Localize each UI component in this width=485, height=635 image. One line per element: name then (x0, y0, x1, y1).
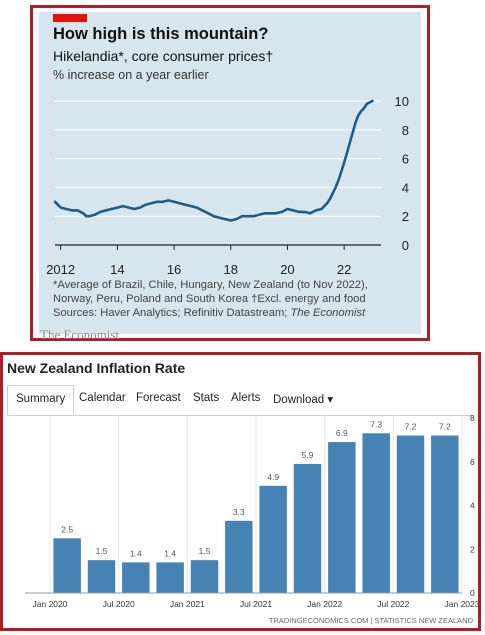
economist-chart-unit: % increase on a year earlier (53, 68, 209, 82)
y-tick-label: 4 (470, 501, 475, 511)
te-bar-chart: Jan 2020 Jul 2020 Jan 2021 Jul 2021 Jan 2022… (25, 413, 478, 625)
te-source-label: TRADINGECONOMICS.COM | STATISTICS NEW ZE… (269, 616, 474, 625)
y-tick-label: 0 (402, 238, 409, 253)
te-chart-title: New Zealand Inflation Rate (7, 360, 186, 376)
te-tab-bar: Summary Calendar Forecast Stats Alerts D… (7, 385, 473, 416)
bar-value-label: 7.2 (439, 422, 451, 432)
economist-chart-background (39, 12, 421, 334)
bar-value-label: 1.4 (130, 548, 142, 558)
x-tick-label: Jul 2021 (240, 599, 272, 609)
bar (225, 520, 253, 593)
series-line (53, 99, 374, 222)
y-tick-label: 4 (402, 180, 409, 195)
bar (156, 562, 184, 593)
y-tick-label: 2 (470, 544, 475, 554)
x-tick-label: 2012 (46, 262, 75, 277)
economist-source-prefix: Sources: Haver Analytics; Refinitiv Data… (53, 307, 291, 319)
y-tick-label: 6 (402, 152, 409, 167)
bar-value-label: 1.4 (164, 548, 176, 558)
economist-line-chart: 0 2 4 6 8 10 2012 14 16 18 20 22 (46, 94, 409, 277)
x-tick-label: 20 (280, 262, 294, 277)
bar-value-label: 6.9 (336, 428, 348, 438)
bar-value-label: 1.5 (199, 546, 211, 556)
bar (362, 433, 390, 593)
economist-chart-subtitle: Hikelandia*, core consumer prices† (53, 48, 274, 64)
x-tick-label: 14 (110, 262, 124, 277)
bar (190, 560, 219, 593)
y-tick-label: 6 (470, 457, 475, 467)
tab-alerts[interactable]: Alerts (231, 392, 261, 404)
bar-value-label: 1.5 (96, 546, 108, 556)
economist-source: Sources: Haver Analytics; Refinitiv Data… (53, 307, 365, 319)
x-tick-label: Jan 2022 (307, 599, 342, 609)
bar (328, 442, 356, 593)
economist-footnote-2: Norway, Peru, Poland and South Korea †Ex… (53, 293, 366, 305)
economist-source-italic: The Economist (290, 307, 366, 319)
x-tick-label: Jan 2023 (445, 599, 478, 609)
bar (87, 560, 116, 593)
bar-value-label: 5.9 (302, 450, 314, 460)
economist-chart-panel: How high is this mountain? Hikelandia*, … (30, 5, 430, 341)
y-tick-label: 0 (470, 588, 475, 598)
bar-value-label: 7.2 (405, 422, 417, 432)
economist-brand-logo: The Economist (40, 327, 120, 342)
x-tick-label: 18 (224, 262, 238, 277)
tab-download[interactable]: Download ▾ (273, 394, 334, 406)
bar-value-label: 7.3 (370, 419, 382, 429)
y-tick-label: 2 (402, 209, 409, 224)
bar (122, 562, 150, 593)
bar (293, 463, 322, 593)
bar-value-label: 4.9 (267, 472, 279, 482)
economist-footnote-1: *Average of Brazil, Chile, Hungary, New … (53, 279, 368, 291)
x-tick-label: Jan 2020 (33, 599, 68, 609)
tab-forecast[interactable]: Forecast (136, 392, 181, 404)
bar (53, 538, 81, 593)
y-tick-label: 10 (395, 94, 409, 109)
x-tick-label: Jul 2020 (103, 599, 135, 609)
bar (431, 435, 459, 593)
tradingeconomics-panel: New Zealand Inflation Rate Summary Calen… (0, 352, 481, 631)
tab-stats[interactable]: Stats (193, 392, 220, 404)
x-tick-label: Jul 2022 (377, 599, 409, 609)
x-tick-label: 16 (167, 262, 181, 277)
bar (396, 435, 425, 593)
economist-red-tag (53, 14, 87, 22)
x-tick-label: Jan 2021 (170, 599, 205, 609)
tab-calendar[interactable]: Calendar (79, 392, 126, 404)
bar-value-label: 3.3 (233, 507, 245, 517)
bar-value-label: 2.5 (61, 524, 73, 534)
x-tick-label: 22 (337, 262, 351, 277)
bar (259, 485, 287, 593)
economist-chart-title: How high is this mountain? (53, 25, 269, 43)
y-tick-label: 8 (402, 123, 409, 138)
tab-summary[interactable]: Summary (7, 385, 75, 415)
y-tick-label: 8 (470, 413, 475, 423)
